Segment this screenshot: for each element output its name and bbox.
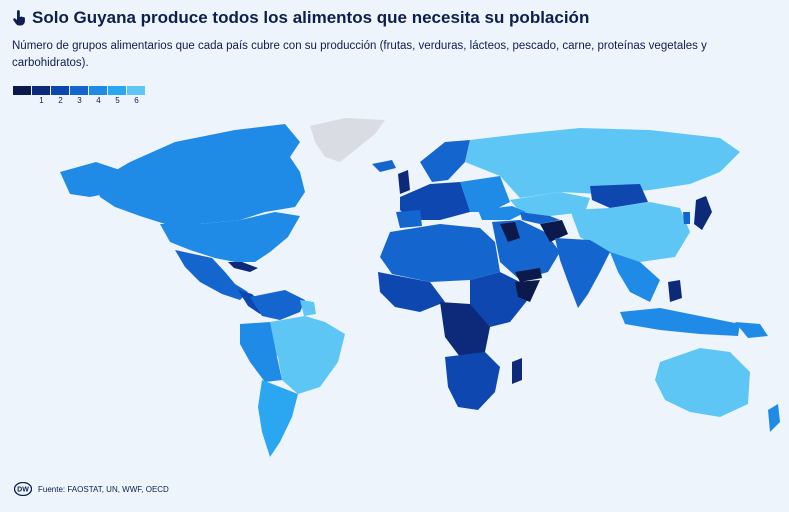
legend-swatch <box>70 86 88 95</box>
legend-labels: 01 2 3 4 5 6 <box>13 96 146 105</box>
source-text: Fuente: FAOSTAT, UN, WWF, OECD <box>38 484 169 494</box>
region-japan <box>694 196 712 230</box>
region-philippines <box>668 280 682 302</box>
pointing-hand-icon <box>13 10 25 26</box>
region-west-africa <box>378 272 445 312</box>
region-korea <box>683 212 690 224</box>
legend-label: 3 <box>77 96 82 105</box>
legend-label: 0 <box>13 96 32 105</box>
region-indonesia <box>620 308 740 336</box>
page-title: Solo Guyana produce todos los alimentos … <box>32 8 590 27</box>
dw-logo: DW <box>14 482 32 496</box>
page-subtitle: Número de grupos alimentarios que cada p… <box>12 40 707 69</box>
dw-logo-text: DW <box>17 487 29 494</box>
region-madagascar <box>512 358 522 384</box>
region-guyana <box>300 300 316 316</box>
legend-swatch <box>89 86 107 95</box>
region-argentina-chile <box>258 380 298 457</box>
title-row: Solo Guyana produce todos los alimentos … <box>12 8 782 28</box>
region-mongolia <box>590 184 648 208</box>
region-eastern-europe <box>460 176 510 212</box>
region-mexico <box>175 250 248 300</box>
region-usa <box>160 212 300 262</box>
legend-label: 2 <box>58 96 63 105</box>
legend-swatch <box>32 86 50 95</box>
legend-label: 6 <box>134 96 139 105</box>
legend-swatch <box>51 86 69 95</box>
region-north-africa <box>380 224 500 282</box>
region-southeast-asia <box>610 252 660 302</box>
region-central-africa <box>440 302 490 357</box>
legend-swatch <box>108 86 126 95</box>
region-uk <box>398 170 410 194</box>
chart-header: Solo Guyana produce todos los alimentos … <box>12 8 782 72</box>
region-papua-new-guinea <box>735 322 768 338</box>
region-peru-bolivia <box>240 322 282 382</box>
footer: DW Fuente: FAOSTAT, UN, WWF, OECD <box>14 482 169 496</box>
legend-swatch <box>127 86 145 95</box>
region-east-africa <box>470 272 530 327</box>
region-india <box>555 238 610 308</box>
legend: 01 2 3 4 5 6 <box>13 86 146 105</box>
region-brazil <box>266 316 345 394</box>
legend-swatch <box>13 86 31 95</box>
region-australia <box>655 348 750 417</box>
region-horn-of-africa <box>515 280 540 302</box>
region-yemen <box>515 268 542 282</box>
region-caribbean <box>228 262 258 272</box>
region-southern-africa <box>445 352 500 410</box>
region-canada <box>96 124 305 224</box>
region-iberia <box>396 210 422 228</box>
region-iraq <box>500 222 520 242</box>
legend-swatches <box>13 86 146 95</box>
region-turkey-caucasus <box>478 206 526 220</box>
region-new-zealand <box>768 404 780 432</box>
legend-label: 5 <box>115 96 120 105</box>
region-central-asia <box>520 212 560 224</box>
region-alaska <box>60 162 120 197</box>
region-afghanistan <box>540 220 568 242</box>
region-venezuela-colombia <box>250 290 305 320</box>
region-greenland <box>310 118 385 162</box>
region-russia <box>465 128 740 198</box>
world-map <box>60 118 780 457</box>
region-scandinavia <box>420 140 470 182</box>
legend-label: 4 <box>96 96 101 105</box>
region-iceland <box>372 160 396 172</box>
legend-label: 1 <box>39 96 44 105</box>
